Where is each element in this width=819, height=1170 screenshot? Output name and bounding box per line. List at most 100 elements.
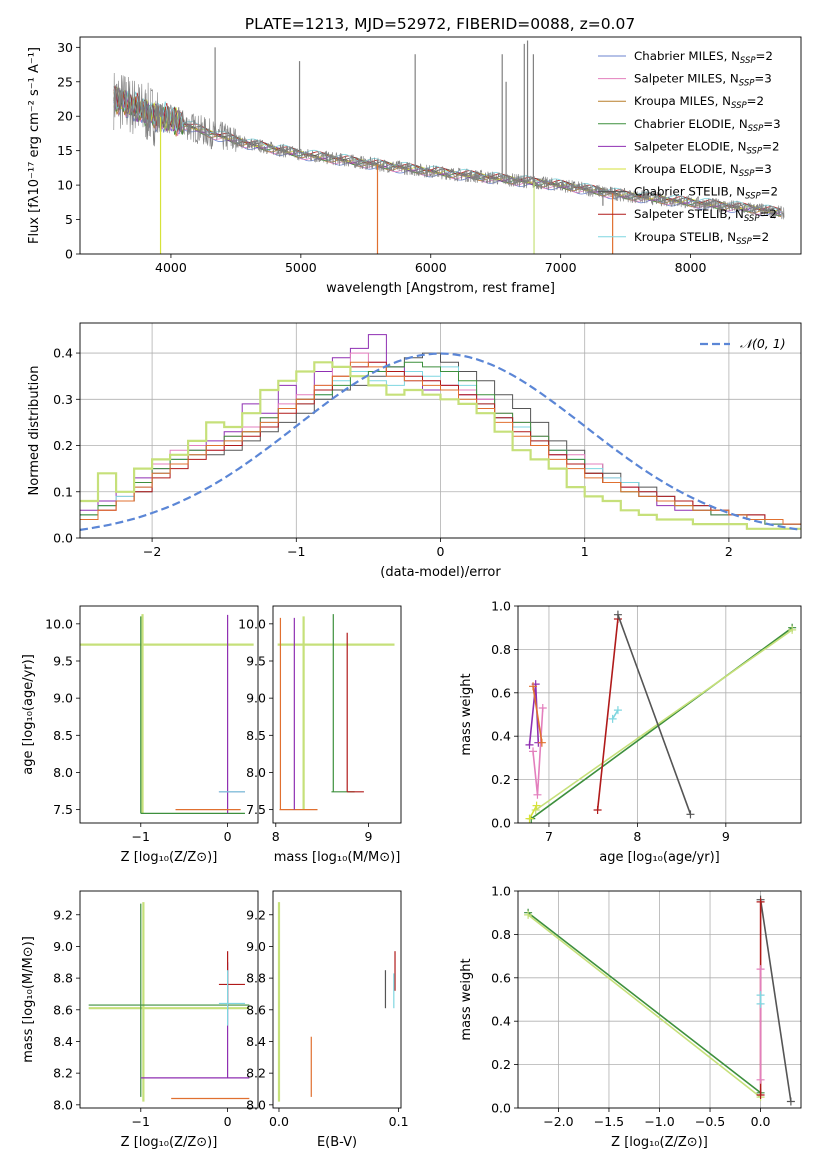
y-tick-label: 10.0: [238, 616, 266, 631]
y-tick-label: 5: [65, 212, 73, 227]
legend-label-text: Salpeter MILES, N: [634, 72, 739, 86]
y-tick-label: 8.0: [53, 1097, 73, 1112]
plot-area-age-vs-mass: [277, 614, 395, 811]
y-tick-label: 9.0: [246, 939, 266, 954]
weight-marker: [686, 810, 695, 819]
plot-area-mass-vs-z: [88, 902, 250, 1102]
legend-label-suffix: =3: [754, 162, 771, 176]
legend-label-suffix: =2: [761, 185, 778, 199]
y-tick-label: 8.5: [53, 728, 73, 743]
legend-label-subscript: SSP: [731, 101, 747, 111]
y-tick-label: 0.4: [53, 346, 73, 361]
weight-marker: [525, 740, 534, 749]
legend-label-suffix: =2: [747, 94, 764, 108]
axes-frame: [272, 605, 402, 824]
y-tick-label: 7.5: [246, 802, 266, 817]
axes-frame: [272, 890, 402, 1109]
weight-line: [759, 899, 792, 1102]
plot-area-mass-vs-ebv: [277, 902, 396, 1102]
figure-title: PLATE=1213, MJD=52972, FIBERID=0088, z=0…: [245, 15, 635, 33]
y-tick-label: 0.0: [491, 1101, 511, 1116]
x-axis-label: (data-model)/error: [380, 565, 501, 580]
y-tick-label: 1.0: [491, 599, 511, 614]
x-tick-label: −1: [287, 544, 305, 559]
legend-label-subscript: SSP: [736, 237, 752, 247]
x-axis-label: mass [log₁₀(M/M⊙)]: [274, 850, 401, 865]
weight-marker: [756, 1090, 765, 1099]
x-tick-label: 0: [437, 544, 445, 559]
legend-entry-label: Kroupa STELIB, NSSP=2: [634, 230, 769, 247]
y-tick-label: 9.2: [246, 907, 266, 922]
legend-entry-label: Kroupa ELODIE, NSSP=3: [634, 162, 772, 179]
legend-label-text: Kroupa MILES, N: [634, 94, 731, 108]
weight-marker: [788, 625, 797, 634]
weight-marker: [538, 703, 547, 712]
x-tick-label: 0.0: [269, 1114, 289, 1129]
x-tick-label: 2: [725, 544, 733, 559]
weight-marker: [533, 790, 542, 799]
y-tick-label: 0.4: [491, 729, 511, 744]
y-tick-label: 20: [57, 109, 73, 124]
plot-area-residuals: [80, 334, 801, 531]
y-tick-label: 25: [57, 74, 73, 89]
model-spectrum-line: [113, 85, 782, 212]
y-tick-label: 8.6: [246, 1002, 266, 1017]
weight-marker: [537, 738, 546, 747]
weight-marker: [608, 714, 617, 723]
weight-marker: [524, 910, 533, 919]
weight-line: [528, 805, 538, 820]
y-tick-label: 9.0: [246, 691, 266, 706]
y-tick-label: 9.5: [246, 653, 266, 668]
y-tick-label: 8.0: [246, 1097, 266, 1112]
y-tick-label: 8.5: [246, 728, 266, 743]
legend-label-subscript: SSP: [746, 146, 762, 156]
weight-marker: [756, 999, 765, 1008]
y-tick-label: 8.8: [53, 971, 73, 986]
legend-label-text: Salpeter STELIB, N: [634, 207, 744, 221]
y-tick-label: 0.8: [491, 642, 511, 657]
y-tick-label: 0.6: [491, 685, 511, 700]
y-axis-label: Flux [fλ10⁻¹⁷ erg cm⁻² s⁻¹ A⁻¹]: [27, 47, 42, 244]
legend-entry-label: Chabrier MILES, NSSP=2: [634, 49, 773, 66]
model-spectrum-line: [113, 90, 782, 217]
y-axis-label: Normed distribution: [27, 366, 42, 496]
x-tick-label: 0.0: [751, 1114, 771, 1129]
legend-label-subscript: SSP: [745, 192, 761, 202]
weight-marker: [593, 805, 602, 814]
plot-area-mass-weight-vs-age: [525, 610, 797, 823]
panel-spectrum: 4000 5000 6000 7000 8000 0 5 10 15 20 25 30 waveleng…: [27, 36, 802, 296]
weight-marker: [756, 1075, 765, 1084]
weight-marker: [756, 897, 765, 906]
legend-normal-label: 𝒩(0, 1): [740, 336, 786, 351]
weight-marker: [529, 682, 538, 691]
weight-line: [527, 914, 762, 1098]
x-tick-label: −1.5: [594, 1114, 624, 1129]
y-tick-label: 8.0: [53, 765, 73, 780]
legend-label-text: Chabrier ELODIE, N: [634, 117, 748, 131]
panel-mass-weight-vs-age: 7 8 9 0.0 0.2 0.4 0.6 0.8 1.0 age [log₁₀(age/yr)]…: [459, 599, 802, 865]
legend-entry-label: Salpeter STELIB, NSSP=2: [634, 207, 777, 224]
y-tick-label: 1.0: [491, 884, 511, 899]
legend-label-text: Salpeter ELODIE, N: [634, 139, 746, 153]
x-tick-label: 1: [581, 544, 589, 559]
x-tick-label: −1: [132, 829, 150, 844]
legend-entry-label: Kroupa MILES, NSSP=2: [634, 94, 764, 111]
legend-label-text: Chabrier MILES, N: [634, 49, 740, 63]
legend-label-subscript: SSP: [739, 169, 755, 179]
y-axis-label: mass weight: [459, 673, 474, 755]
y-tick-label: 8.2: [53, 1066, 73, 1081]
weight-line: [617, 614, 692, 815]
plot-area-mass-weight-vs-z: [524, 895, 795, 1106]
y-tick-label: 0.0: [53, 531, 73, 546]
legend-label-suffix: =2: [752, 230, 769, 244]
x-tick-label: −0.5: [695, 1114, 725, 1129]
y-tick-label: 9.0: [53, 939, 73, 954]
y-tick-label: 30: [57, 40, 73, 55]
x-tick-label: −1.0: [644, 1114, 674, 1129]
legend-entry-label: Salpeter ELODIE, NSSP=2: [634, 139, 779, 156]
x-tick-label: −1: [132, 1114, 150, 1129]
histogram-step-line: [80, 361, 801, 525]
x-tick-label: 7000: [545, 260, 577, 275]
observed-spectrum-line: [113, 72, 785, 220]
